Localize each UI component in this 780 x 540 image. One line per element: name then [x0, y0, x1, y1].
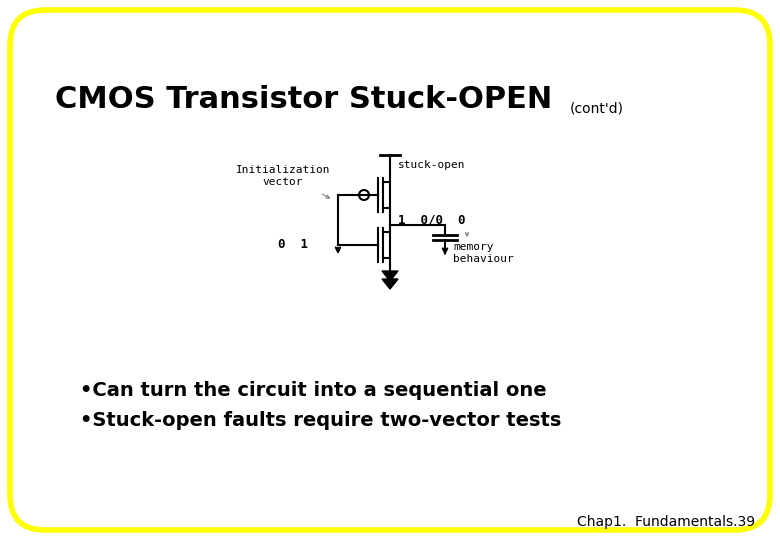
Text: •Can turn the circuit into a sequential one: •Can turn the circuit into a sequential … [80, 381, 547, 400]
Polygon shape [382, 279, 398, 289]
Text: 0  1: 0 1 [278, 239, 308, 252]
Text: •Stuck-open faults require two-vector tests: •Stuck-open faults require two-vector te… [80, 410, 562, 429]
Polygon shape [382, 271, 398, 281]
Text: stuck-open: stuck-open [398, 160, 466, 170]
Text: Chap1.  Fundamentals.39: Chap1. Fundamentals.39 [577, 515, 755, 529]
FancyBboxPatch shape [10, 10, 770, 530]
Text: (cont'd): (cont'd) [570, 101, 624, 115]
Text: memory
behaviour: memory behaviour [453, 242, 514, 264]
Text: 1  0/0  0: 1 0/0 0 [398, 213, 466, 226]
Text: CMOS Transistor Stuck-OPEN: CMOS Transistor Stuck-OPEN [55, 85, 552, 114]
Text: Initialization
vector: Initialization vector [236, 165, 330, 187]
